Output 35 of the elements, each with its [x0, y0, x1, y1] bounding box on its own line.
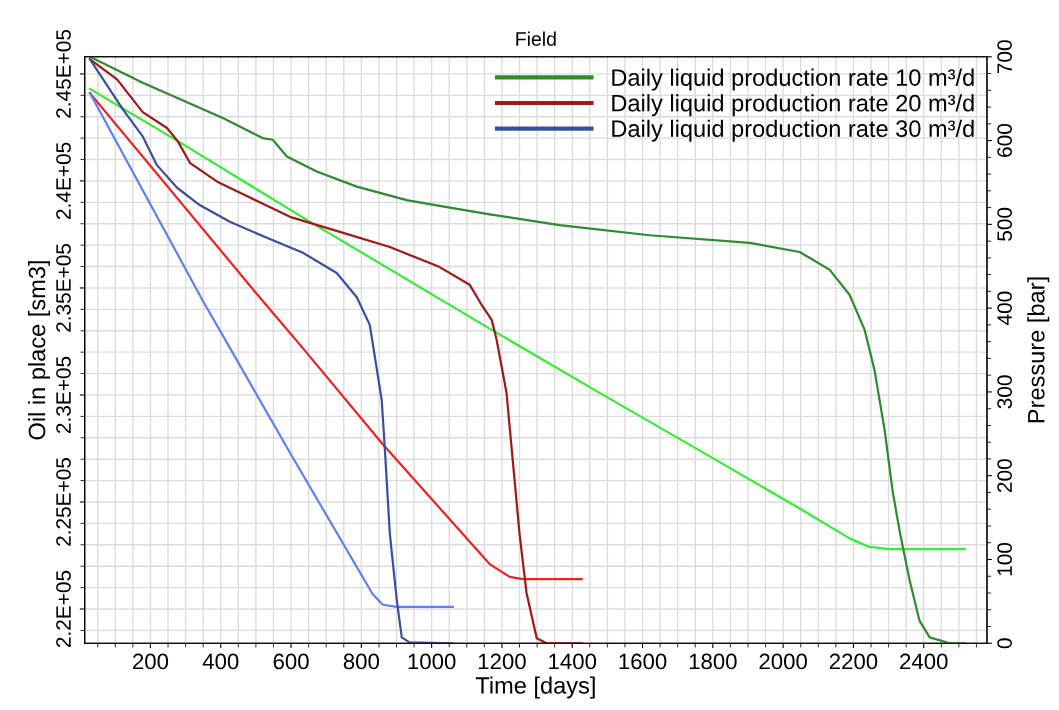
legend-label: Daily liquid production rate 10 m³/d: [612, 68, 974, 91]
y-tick-label: 2.35E+05: [56, 243, 71, 332]
y-axis-title: Oil in place [sm3]: [28, 261, 51, 440]
x-tick-label: 1200: [478, 653, 526, 670]
line-series: [88, 58, 583, 644]
y-tick-label: 2.3E+05: [56, 356, 71, 434]
x-tick-label: 2400: [900, 653, 948, 670]
x-tick-label: 200: [133, 653, 169, 670]
line-series: [88, 92, 583, 581]
x-tick-label: 1600: [619, 653, 667, 670]
x-tick-label: 600: [273, 653, 309, 670]
x-tick-label: 1400: [549, 653, 597, 670]
y2-tick-label: 500: [997, 207, 1013, 241]
legend-label: Daily liquid production rate 20 m³/d: [612, 94, 974, 117]
y2-tick-label: 700: [997, 40, 1013, 74]
x-tick-label: 400: [202, 653, 239, 670]
y2-tick-label: 200: [997, 459, 1013, 493]
y2-tick-label: 600: [997, 124, 1013, 157]
y2-axis-title: Pressure [bar]: [1027, 277, 1050, 423]
x-tick-label: 1800: [689, 653, 737, 670]
x-tick-label: 800: [343, 653, 380, 670]
y-tick-label: 2.2E+05: [56, 570, 71, 648]
x-tick-label: 2200: [829, 653, 878, 670]
x-tick-label: 1000: [408, 653, 456, 670]
y2-tick-label: 400: [997, 291, 1013, 326]
x-axis-title: Time [days]: [475, 676, 595, 699]
y2-tick-label: 0: [997, 638, 1013, 649]
chart-title: Field: [516, 31, 556, 46]
y-tick-label: 2.45E+05: [56, 29, 71, 118]
legend-label: Daily liquid production rate 30 m³/d: [612, 119, 974, 142]
x-tick-label: 2000: [759, 653, 807, 670]
y2-tick-label: 100: [997, 542, 1013, 576]
y2-tick-label: 300: [997, 375, 1013, 409]
y-tick-label: 2.4E+05: [56, 142, 71, 219]
y-tick-label: 2.25E+05: [56, 457, 71, 546]
